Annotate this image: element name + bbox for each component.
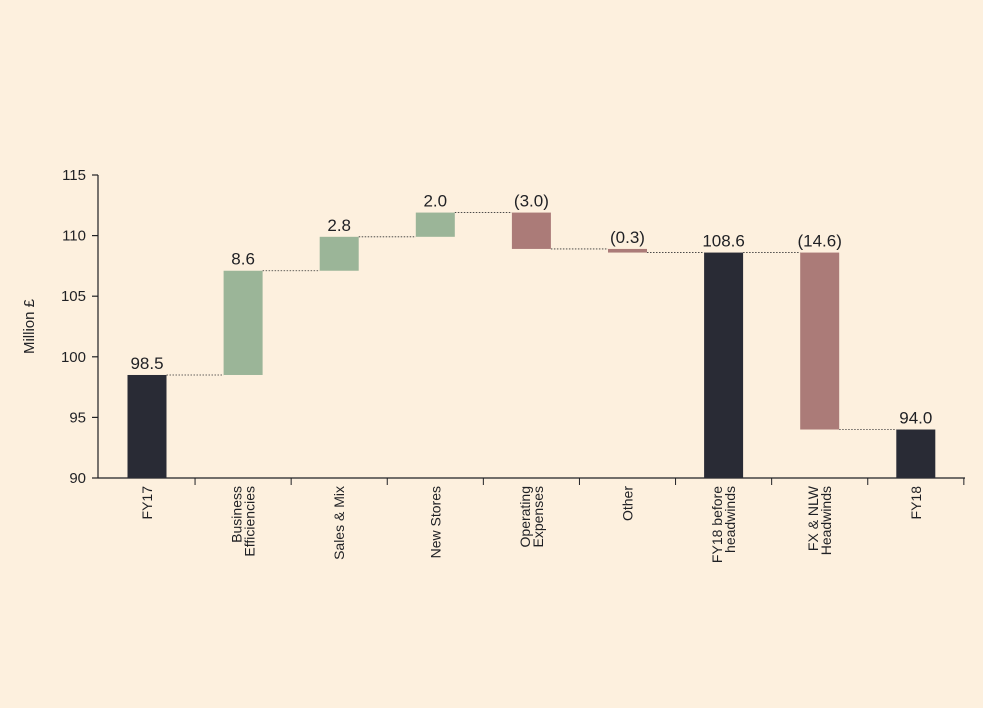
y-tick-label: 115: [62, 167, 86, 184]
bar-decrease: [511, 212, 551, 249]
y-axis-title: Million £: [21, 298, 38, 354]
bar-increase: [319, 236, 359, 271]
category-label: headwinds: [722, 486, 738, 553]
category-label: Efficiencies: [242, 486, 258, 557]
bar-total: [704, 252, 744, 478]
data-label: (14.6): [797, 232, 841, 251]
category-label: Operating: [517, 486, 533, 547]
data-label: 94.0: [899, 409, 932, 428]
data-label: 108.6: [702, 232, 745, 251]
data-label: 8.6: [231, 250, 255, 269]
data-label: 2.8: [327, 216, 351, 235]
y-tick-label: 95: [69, 409, 86, 426]
bar-total: [896, 429, 936, 478]
category-label: Business: [229, 486, 245, 543]
category-label: Expenses: [530, 486, 546, 547]
bar-total: [127, 374, 167, 478]
data-label: (0.3): [610, 228, 645, 247]
bar-increase: [223, 270, 263, 375]
bar-decrease: [800, 252, 840, 430]
y-tick-label: 105: [61, 288, 86, 305]
category-label: FY18 before: [709, 486, 725, 563]
data-label: (3.0): [514, 192, 549, 211]
category-label: Other: [620, 486, 636, 521]
y-tick-label: 100: [61, 349, 86, 366]
category-label: New Stores: [427, 486, 443, 558]
y-tick-label: 110: [62, 228, 86, 245]
data-label: 98.5: [130, 354, 163, 373]
category-label: FY18: [908, 486, 924, 520]
category-label: FY17: [139, 486, 155, 520]
bar-decrease: [608, 248, 647, 253]
bar-increase: [415, 212, 455, 237]
category-label: Headwinds: [818, 486, 834, 555]
category-label: Sales & Mix: [331, 486, 347, 560]
category-label: FX & NLW: [805, 485, 821, 551]
y-tick-label: 90: [69, 470, 86, 487]
data-label: 2.0: [423, 192, 447, 211]
